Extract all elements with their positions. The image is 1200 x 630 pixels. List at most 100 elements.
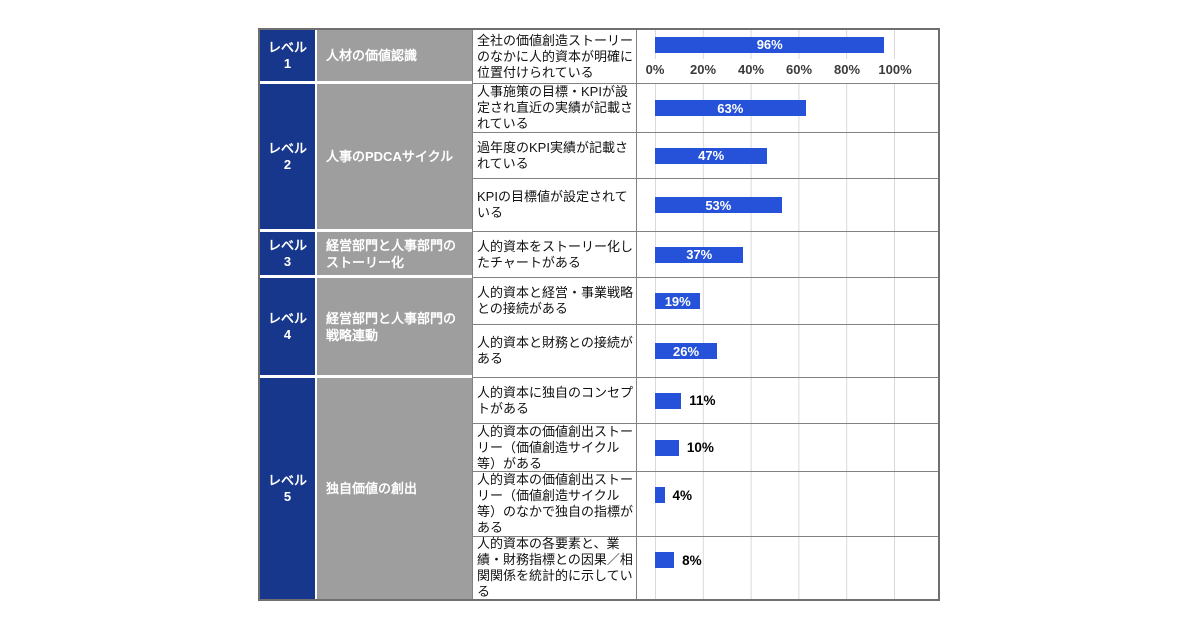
plot-area: 8% [655, 537, 895, 599]
item-text: 人的資本と財務との接続がある [477, 335, 633, 366]
bar-track: 63% [655, 100, 894, 116]
item-description-cell: 人的資本の価値創出ストーリー（価値創造サイクル等）がある [472, 424, 637, 471]
bar-value-label: 8% [682, 552, 702, 568]
bar: 53% [655, 197, 782, 213]
item-text: 人的資本の価値創出ストーリー（価値創造サイクル等）のなかで独自の指標がある [477, 472, 634, 535]
bar-value-label: 96% [756, 37, 783, 52]
table-row: 人事施策の目標・KPIが設定され直近の実績が記載されている 63% [472, 84, 938, 133]
table-row: 人的資本の価値創出ストーリー（価値創造サイクル等）のなかで独自の指標がある 4% [472, 472, 938, 537]
item-description-cell: 人事施策の目標・KPIが設定され直近の実績が記載されている [472, 84, 637, 132]
bar-chart-cell: 63% [637, 84, 938, 132]
bar [655, 552, 675, 568]
axis-tick-label: 0% [645, 62, 665, 77]
level-group-4: レベル 4 経営部門と人事部門の戦略連動 人的資本と経営・事業戦略との接続がある [260, 278, 938, 378]
axis-tick-label: 20% [689, 62, 717, 77]
item-rows: 人的資本をストーリー化したチャートがある 37% [472, 232, 938, 278]
level-cell: レベル 5 [260, 378, 317, 599]
bar-chart-cell: 10% [637, 424, 938, 471]
item-text: 人的資本の価値創出ストーリー（価値創造サイクル等）がある [477, 423, 634, 471]
category-label: 経営部門と人事部門のストーリー化 [326, 237, 457, 270]
table-row: 人的資本と経営・事業戦略との接続がある 19% [472, 278, 938, 325]
level-group-1: レベル 1 人材の価値認識 全社の価値創造ストーリーのなかに人的資本が明確に位置… [260, 30, 938, 84]
bar-chart-cell: 26% [637, 325, 938, 377]
bar-value-label: 10% [686, 440, 714, 455]
bar-chart-cell: 4% [637, 472, 938, 536]
bar: 19% [655, 293, 701, 309]
bar: 63% [655, 100, 806, 116]
level-label: レベル [267, 237, 307, 253]
item-description-cell: 過年度のKPI実績が記載されている [472, 133, 637, 178]
category-label: 人事のPDCAサイクル [326, 149, 454, 164]
bar-chart-cell: 96% 0% 20% 40% 60% 80% 100% [637, 30, 938, 83]
bar-track: 26% [655, 343, 894, 359]
bar-value-label: 63% [717, 100, 744, 116]
item-text: 過年度のKPI実績が記載されている [477, 139, 628, 171]
category-cell: 人材の価値認識 [317, 30, 472, 84]
plot-area: 10% [655, 424, 895, 471]
item-rows: 人的資本に独自のコンセプトがある 11% 人的資本の価値創出ストーリー（価 [472, 378, 938, 599]
category-label: 独自価値の創出 [326, 481, 418, 496]
category-cell: 独自価値の創出 [317, 378, 472, 599]
table-row: 人的資本の各要素と、業績・財務指標との因果／相関関係を統計的に示している 8% [472, 536, 938, 599]
level-number: 3 [283, 253, 292, 269]
category-label: 人材の価値認識 [326, 48, 418, 63]
bar-chart-cell: 53% [637, 179, 938, 231]
axis-tick-label: 40% [737, 62, 765, 77]
bar-value-label: 53% [705, 197, 732, 213]
level-number: 2 [283, 156, 292, 172]
level-number: 1 [283, 55, 292, 71]
item-description-cell: KPIの目標値が設定されている [472, 179, 637, 231]
bar-track: 11% [655, 392, 894, 409]
table-row: 人的資本と財務との接続がある 26% [472, 325, 938, 378]
bar-chart-cell: 8% [637, 537, 938, 599]
item-text: 人的資本の各要素と、業績・財務指標との因果／相関関係を統計的に示している [477, 536, 633, 599]
level-cell: レベル 3 [260, 232, 317, 278]
category-cell: 経営部門と人事部門の戦略連動 [317, 278, 472, 378]
x-axis: 0% 20% 40% 60% 80% 100% [646, 59, 912, 83]
bar: 96% [655, 36, 885, 53]
item-description-cell: 人的資本をストーリー化したチャートがある [472, 232, 637, 277]
level-cell: レベル 4 [260, 278, 317, 378]
bar-track: 10% [655, 439, 894, 456]
table-row: KPIの目標値が設定されている 53% [472, 179, 938, 232]
bar-chart-cell: 47% [637, 133, 938, 178]
bar-track: 53% [655, 197, 894, 213]
plot-area: 63% [655, 84, 895, 132]
axis-tick-label: 100% [878, 62, 912, 77]
axis-tick-label: 60% [785, 62, 813, 77]
bar-value-label: 26% [673, 343, 700, 359]
axis-tick-label: 80% [833, 62, 861, 77]
level-cell: レベル 2 [260, 84, 317, 232]
category-label: 経営部門と人事部門の戦略連動 [326, 310, 457, 343]
item-rows: 全社の価値創造ストーリーのなかに人的資本が明確に位置付けられている 96% 0% [472, 30, 938, 84]
bar-chart-cell: 11% [637, 378, 938, 423]
bar-track: 96% [655, 36, 894, 53]
table-row: 人的資本の価値創出ストーリー（価値創造サイクル等）がある 10% [472, 424, 938, 472]
plot-area: 26% [655, 325, 895, 377]
bar-track: 47% [655, 147, 894, 164]
level-number: 5 [283, 488, 292, 504]
bar [655, 392, 682, 409]
level-label: レベル [267, 310, 307, 326]
level-label: レベル [267, 39, 307, 55]
item-rows: 人事施策の目標・KPIが設定され直近の実績が記載されている 63% [472, 84, 938, 232]
level-number: 4 [283, 326, 292, 342]
item-description-cell: 全社の価値創造ストーリーのなかに人的資本が明確に位置付けられている [472, 30, 637, 83]
bar-value-label: 4% [672, 487, 693, 503]
level-group-3: レベル 3 経営部門と人事部門のストーリー化 人的資本をストーリー化したチャート… [260, 232, 938, 278]
table-row: 過年度のKPI実績が記載されている 47% [472, 133, 938, 179]
plot-area: 53% [655, 179, 895, 231]
plot-area: 19% [655, 278, 895, 324]
item-text: 人的資本と経営・事業戦略との接続がある [477, 285, 634, 316]
bar-chart-cell: 19% [637, 278, 938, 324]
bar: 47% [655, 147, 768, 164]
item-description-cell: 人的資本に独自のコンセプトがある [472, 378, 637, 423]
item-text: 全社の価値創造ストーリーのなかに人的資本が明確に位置付けられている [477, 32, 634, 80]
item-description-cell: 人的資本と経営・事業戦略との接続がある [472, 278, 637, 324]
item-text: KPIの目標値が設定されている [477, 189, 628, 220]
item-text: 人事施策の目標・KPIが設定され直近の実績が記載されている [477, 84, 634, 131]
bar [655, 439, 679, 456]
item-rows: 人的資本と経営・事業戦略との接続がある 19% [472, 278, 938, 378]
category-cell: 経営部門と人事部門のストーリー化 [317, 232, 472, 278]
level-cell: レベル 1 [260, 30, 317, 84]
